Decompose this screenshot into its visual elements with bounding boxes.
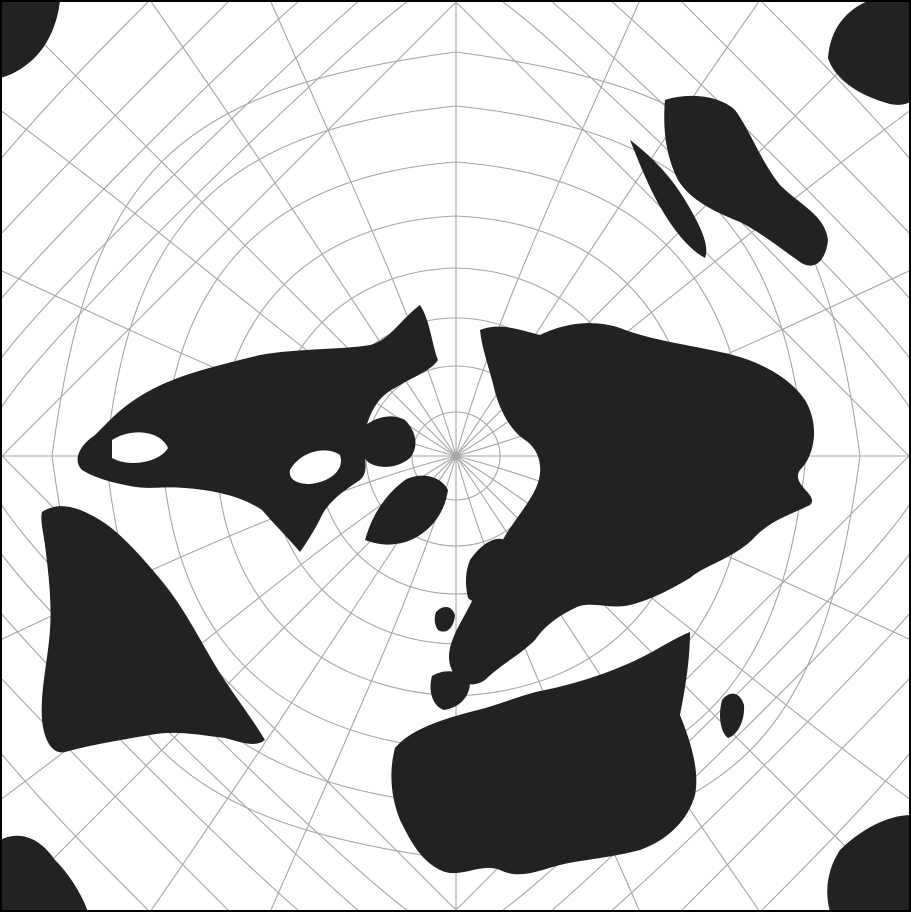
eurasia-landmass [449,323,815,685]
antarctica-top-right [828,0,911,105]
africa-landmass [391,632,697,875]
south-america-landmass [41,506,265,753]
australia-landmass [664,95,828,266]
scandinavia-landmass [465,538,506,602]
parallel-line [411,411,501,501]
hudson-bay [289,450,341,484]
greenland-landmass [365,475,448,545]
parallel-line [0,0,231,236]
parallel-line [0,0,151,161]
meridian-line [455,455,911,801]
meridian-line [269,0,457,457]
antarctica-bottom-right [827,815,911,912]
parallel-line [609,611,911,912]
parallel-line [0,0,361,361]
iberia-landmass [430,671,470,710]
british-isles [434,606,455,632]
meridian-line [455,0,761,457]
parallel-line [0,0,301,301]
parallel-line [609,0,911,301]
parallel-line [499,501,911,912]
north-america-landmass [77,305,438,552]
arctic-islands [357,416,416,467]
parallel-line [0,0,411,411]
parallel-line [0,611,301,912]
meridian-line [149,0,457,457]
parallel-line [679,0,911,236]
parallel-line [759,751,911,912]
east-asia-arc [630,140,707,258]
parallel-line [0,676,231,912]
parallel-line [0,751,151,912]
meridian-line [455,455,761,912]
meridian-line [455,0,641,457]
parallel-line [679,676,911,912]
antarctica-top-left [0,0,60,78]
great-lakes [112,432,168,463]
parallel-line [549,551,911,912]
antarctica-bottom-left [0,835,88,912]
madagascar-landmass [720,693,745,738]
parallel-line [0,551,361,912]
parallel-line [759,0,911,161]
